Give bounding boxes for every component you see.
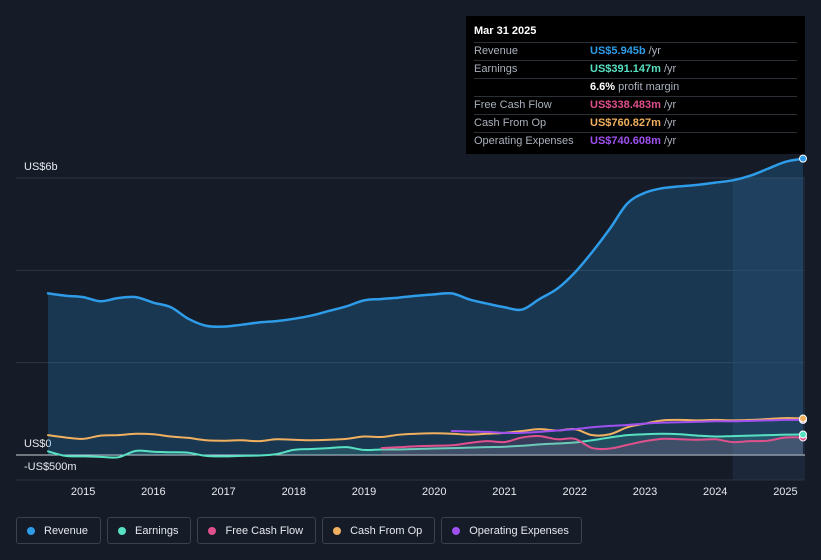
tooltip-row: 6.6% profit margin bbox=[474, 79, 797, 97]
legend-dot-icon bbox=[118, 526, 127, 535]
legend-dot-icon bbox=[452, 526, 461, 535]
x-tick-label: 2017 bbox=[211, 486, 235, 498]
chart-legend: Revenue Earnings Free Cash Flow Cash From O… bbox=[16, 517, 582, 544]
legend-label: Free Cash Flow bbox=[225, 524, 304, 537]
legend-dot-icon bbox=[333, 526, 342, 535]
x-tick-label: 2020 bbox=[422, 486, 446, 498]
tooltip-row-label bbox=[474, 79, 590, 96]
legend-label: Operating Expenses bbox=[469, 524, 569, 537]
tooltip-row: Earnings US$391.147m/yr bbox=[474, 61, 797, 79]
legend-label: Cash From Op bbox=[350, 524, 423, 537]
operating-expenses-line bbox=[450, 418, 804, 434]
tooltip-row-unit: profit margin bbox=[618, 81, 680, 93]
free-cash-flow-line bbox=[380, 435, 804, 451]
legend-item-cash-from-op[interactable]: Cash From Op bbox=[322, 517, 436, 544]
legend-label: Earnings bbox=[135, 524, 179, 537]
tooltip-date: Mar 31 2025 bbox=[474, 22, 797, 43]
tooltip-row-value: US$5.945b bbox=[590, 45, 646, 57]
y-axis-bottom-label: -US$500m bbox=[24, 461, 77, 473]
earnings-area bbox=[48, 433, 803, 458]
x-tick-label: 2025 bbox=[773, 486, 797, 498]
legend-label: Revenue bbox=[44, 524, 89, 537]
legend-dot-icon bbox=[27, 526, 35, 535]
tooltip-row-unit: /yr bbox=[663, 63, 677, 75]
tooltip-row-label: Operating Expenses bbox=[474, 135, 574, 147]
x-tick-label: 2018 bbox=[282, 486, 306, 498]
earnings-end-point bbox=[799, 430, 807, 439]
x-tick-label: 2019 bbox=[352, 486, 376, 498]
tooltip-row-value: US$760.827m bbox=[590, 117, 661, 129]
legend-item-operating-expenses[interactable]: Operating Expenses bbox=[441, 517, 582, 544]
tooltip-row-label: Revenue bbox=[474, 45, 519, 57]
tooltip-row-label: Cash From Op bbox=[474, 117, 547, 129]
legend-item-free-cash-flow[interactable]: Free Cash Flow bbox=[197, 517, 317, 544]
cash-from-op-line bbox=[47, 417, 804, 443]
financial-chart: US$6b US$0 -US$500m 2015 2016 2017 2018 2019 202… bbox=[16, 154, 807, 498]
tooltip-row-value: US$740.608m bbox=[590, 135, 661, 147]
cash-from-op-end-point bbox=[799, 414, 807, 423]
tooltip-row-value: 6.6% bbox=[590, 81, 616, 93]
tooltip-row: Revenue US$5.945b/yr bbox=[474, 43, 797, 61]
y-axis-top-label: US$6b bbox=[24, 161, 58, 173]
x-tick-label: 2016 bbox=[141, 486, 165, 498]
tooltip-row-label: Earnings bbox=[474, 63, 518, 75]
tooltip-row-unit: /yr bbox=[663, 135, 677, 147]
x-tick-label: 2023 bbox=[633, 486, 657, 498]
tooltip-row-unit: /yr bbox=[663, 117, 677, 129]
tooltip-row: Cash From Op US$760.827m/yr bbox=[474, 115, 797, 133]
x-tick-label: 2015 bbox=[71, 486, 95, 498]
tooltip-row-label: Free Cash Flow bbox=[474, 99, 552, 111]
x-tick-label: 2024 bbox=[703, 486, 727, 498]
x-tick-label: 2022 bbox=[563, 486, 587, 498]
data-tooltip: Mar 31 2025 Revenue US$5.945b/yr Earnings U… bbox=[466, 16, 805, 154]
legend-dot-icon bbox=[208, 526, 217, 535]
revenue-end-point bbox=[799, 154, 807, 163]
earnings-line bbox=[47, 432, 804, 459]
tooltip-row-value: US$391.147m bbox=[590, 63, 661, 75]
forecast-shade bbox=[732, 178, 805, 480]
tooltip-row: Free Cash Flow US$338.483m/yr bbox=[474, 97, 797, 115]
revenue-area bbox=[48, 158, 803, 456]
x-tick-label: 2021 bbox=[492, 486, 516, 498]
y-axis-zero-label: US$0 bbox=[24, 438, 52, 450]
tooltip-row-value: US$338.483m bbox=[590, 99, 661, 111]
tooltip-row: Operating Expenses US$740.608m/yr bbox=[474, 133, 797, 150]
tooltip-row-unit: /yr bbox=[663, 99, 677, 111]
tooltip-row-unit: /yr bbox=[648, 45, 661, 57]
legend-item-revenue[interactable]: Revenue bbox=[16, 517, 102, 544]
legend-item-earnings[interactable]: Earnings bbox=[107, 517, 192, 544]
revenue-line bbox=[46, 157, 805, 329]
